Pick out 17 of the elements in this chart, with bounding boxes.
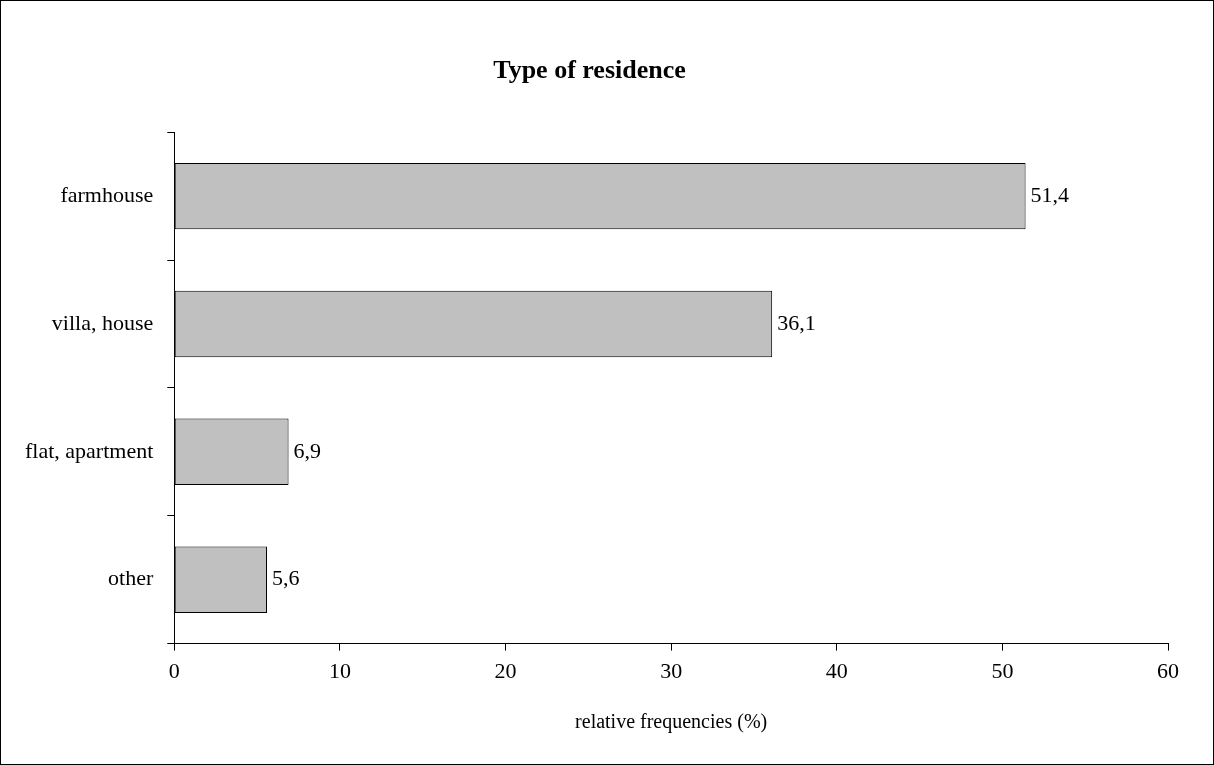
x-tick-label: 0 [168,657,180,683]
y-tick-label: flat, apartment [24,437,154,463]
x-axis-title: relative frequencies (%) [575,710,768,734]
data-label: 5,6 [272,565,300,591]
chart-title: Type of residence [493,55,686,85]
y-tick-label: villa, house [51,309,154,335]
data-label: 6,9 [293,437,322,463]
data-label: 51,4 [1030,181,1070,207]
x-tick-label: 20 [494,657,517,683]
data-label: 36,1 [777,309,816,335]
y-tick-label: other [108,565,154,591]
x-tick-label: 50 [991,657,1014,683]
x-tick-label: 10 [328,657,351,683]
x-tick-label: 40 [825,657,848,683]
x-tick-label: 30 [660,657,683,683]
y-tick-label: farmhouse [60,181,154,207]
x-tick-label: 60 [1157,657,1179,683]
